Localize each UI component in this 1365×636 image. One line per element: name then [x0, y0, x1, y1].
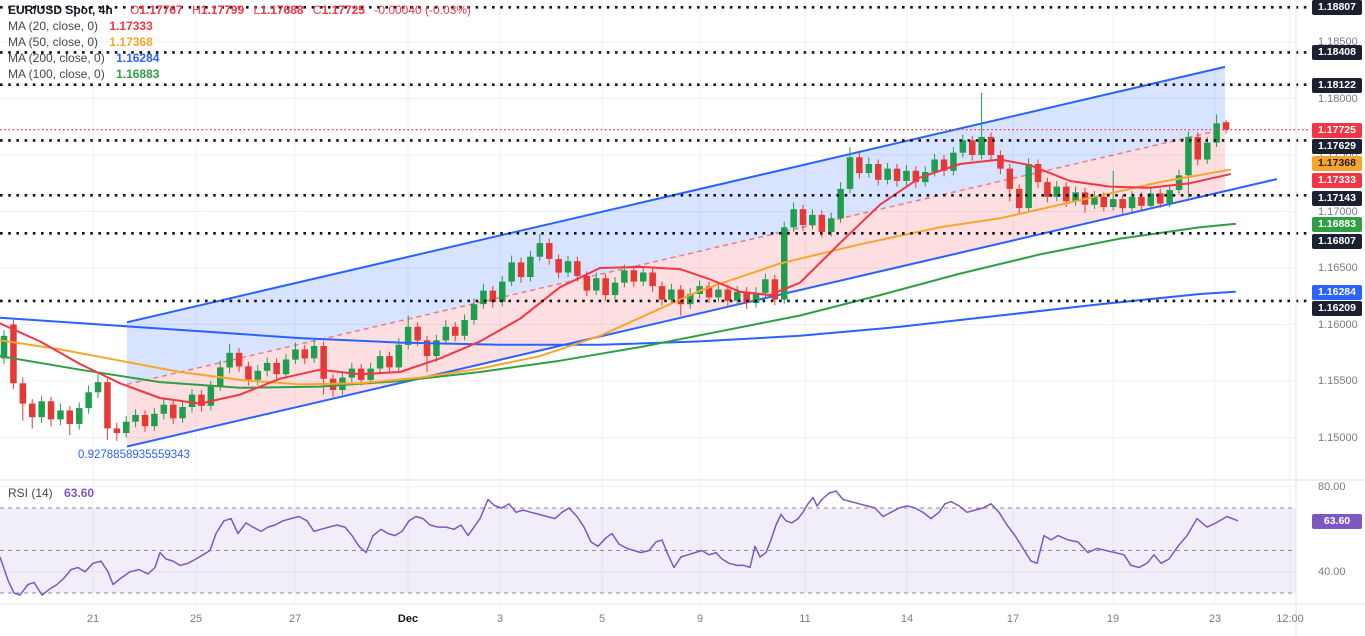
price-badge: 1.17333: [1312, 173, 1362, 188]
time-tick: 11: [799, 613, 811, 625]
time-tick: Dec: [397, 613, 419, 625]
ohlc-values: O1.17767 H1.17799 L1.17688 C1.17725 -0.0…: [124, 3, 471, 17]
ma50-value: 1.17368: [109, 35, 153, 49]
rsi-value: 63.60: [64, 486, 95, 500]
price-tick: 1.17000: [1318, 206, 1358, 218]
price-badge: 1.17629: [1312, 139, 1362, 154]
ma20-label: MA (20, close, 0): [8, 19, 99, 33]
price-tick: 1.15500: [1318, 375, 1358, 387]
rsi-tick: 80.00: [1318, 481, 1346, 493]
price-badge: 1.16807: [1312, 234, 1362, 249]
ma100-value: 1.16883: [116, 67, 160, 81]
rsi-legend[interactable]: RSI (14) 63.60: [8, 486, 94, 500]
price-badge: 1.18807: [1312, 0, 1362, 15]
price-badge: 1.17725: [1312, 123, 1362, 138]
ma200-row[interactable]: MA (200, close, 0) 1.16284: [8, 50, 471, 66]
low-label: L: [253, 3, 261, 17]
ma100-row[interactable]: MA (100, close, 0) 1.16883: [8, 66, 471, 82]
price-tick: 1.18000: [1318, 93, 1358, 105]
price-badge: 63.60: [1312, 514, 1362, 529]
time-tick: 23: [1208, 613, 1222, 625]
price-badge: 1.16883: [1312, 217, 1362, 232]
time-tick: 19: [1106, 613, 1120, 625]
symbol-legend[interactable]: EUR/USD Spot, 4h O1.17767 H1.17799 L1.17…: [8, 2, 471, 82]
close-value: 1.17725: [321, 3, 365, 17]
time-tick: 3: [496, 613, 504, 625]
low-value: 1.17688: [260, 3, 304, 17]
price-badge: 1.18122: [1312, 78, 1362, 93]
time-tick: 5: [598, 613, 606, 625]
time-tick: 12:00: [1276, 613, 1304, 625]
price-badge: 1.16284: [1312, 285, 1362, 300]
ma20-value: 1.17333: [109, 19, 153, 33]
change-value: -0.00040 (-0.03%): [374, 3, 472, 17]
price-tick: 1.15000: [1318, 432, 1358, 444]
price-badge: 1.17143: [1312, 191, 1362, 206]
time-tick: 25: [189, 613, 203, 625]
time-tick: 9: [696, 613, 704, 625]
price-badge: 1.16209: [1312, 301, 1362, 316]
symbol-row[interactable]: EUR/USD Spot, 4h O1.17767 H1.17799 L1.17…: [8, 2, 471, 18]
price-badge: 1.18408: [1312, 45, 1362, 60]
ma200-value: 1.16284: [116, 51, 160, 65]
ma50-label: MA (50, close, 0): [8, 35, 99, 49]
symbol-title: EUR/USD Spot, 4h: [8, 3, 113, 17]
time-tick: 27: [288, 613, 302, 625]
high-value: 1.17799: [200, 3, 245, 17]
ma100-label: MA (100, close, 0): [8, 67, 105, 81]
ma20-row[interactable]: MA (20, close, 0) 1.17333: [8, 18, 471, 34]
time-tick: 17: [1006, 613, 1020, 625]
price-tick: 1.16000: [1318, 319, 1358, 331]
ma200-label: MA (200, close, 0): [8, 51, 105, 65]
close-label: C: [312, 3, 322, 17]
rsi-label: RSI (14): [8, 486, 53, 500]
price-tick: 1.16500: [1318, 262, 1358, 274]
price-badge: 1.17368: [1312, 156, 1362, 171]
open-value: 1.17767: [139, 3, 183, 17]
ma50-row[interactable]: MA (50, close, 0) 1.17368: [8, 34, 471, 50]
high-label: H: [192, 3, 201, 17]
time-tick: 21: [86, 613, 100, 625]
pearson-r-label: 0.9278858935559343: [78, 449, 190, 461]
time-tick: 14: [900, 613, 914, 625]
open-label: O: [130, 3, 140, 17]
rsi-tick: 40.00: [1318, 566, 1346, 578]
